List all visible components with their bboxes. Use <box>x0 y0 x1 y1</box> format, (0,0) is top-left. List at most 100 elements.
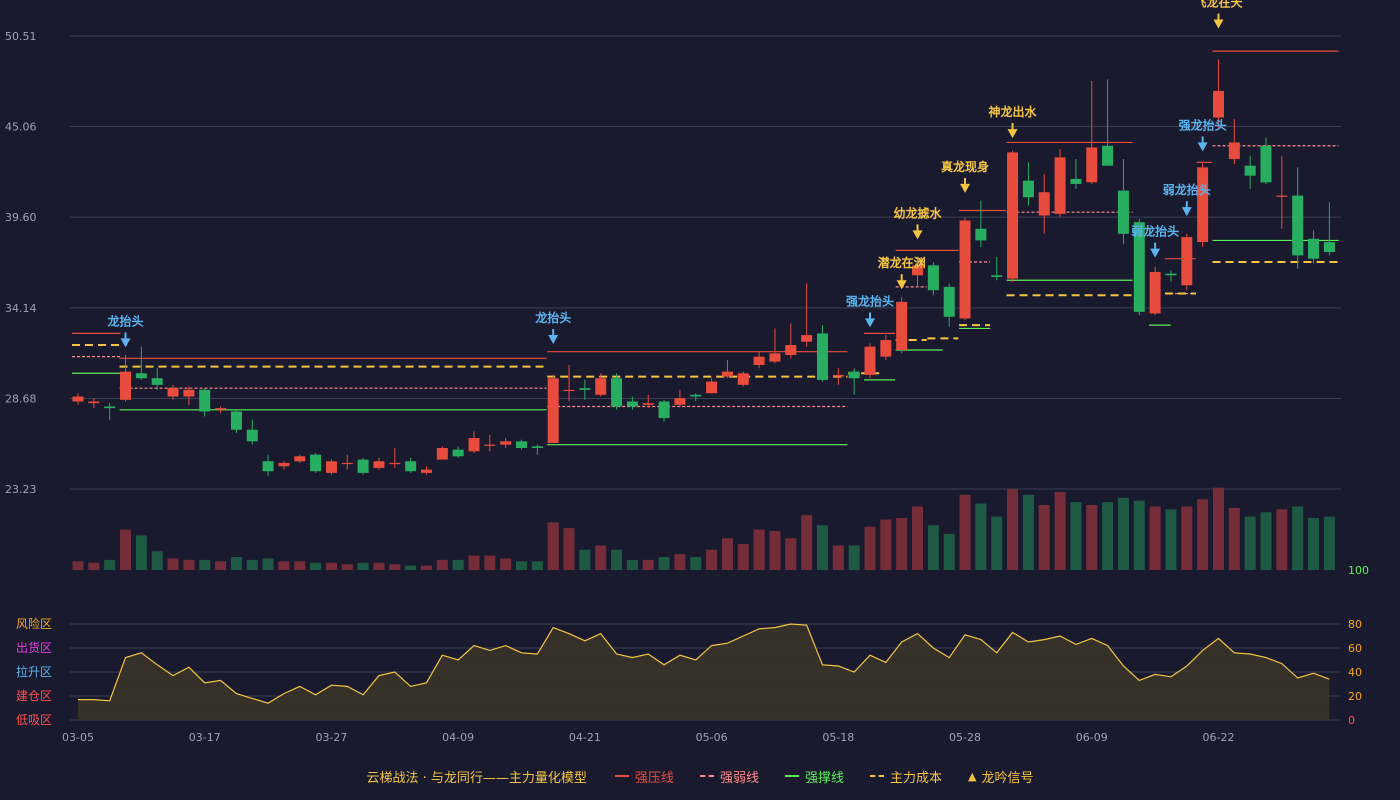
volume-bar <box>1197 499 1209 570</box>
candle-body <box>848 371 860 379</box>
signal-arrow-icon <box>1150 248 1161 258</box>
volume-bar <box>785 538 797 570</box>
candle-body <box>151 378 163 385</box>
oscillator-tick-label: 0 <box>1348 714 1355 727</box>
legend-label-strong-weak: 强弱线 <box>719 770 759 786</box>
candle-body <box>452 449 464 457</box>
volume-bar <box>88 562 100 570</box>
volume-bar <box>325 562 337 570</box>
candle-body <box>1070 178 1082 184</box>
candle-body <box>246 429 258 442</box>
legend-item-strong-support[interactable]: 强撑线 <box>784 767 844 786</box>
legend-item-signal[interactable]: ▲ 龙吟信号 <box>968 767 1033 786</box>
legend-label-strong-pressure: 强压线 <box>634 770 674 786</box>
chart-legend: 云梯战法 · 与龙同行——主力量化模型 强压线 强弱线 强撑线 主力成本 ▲ 龙… <box>0 766 1400 786</box>
candle-body <box>531 446 543 448</box>
volume-bar <box>120 529 132 570</box>
candle-body <box>959 220 971 319</box>
volume-bar <box>1212 487 1224 570</box>
volume-bar <box>262 558 274 570</box>
oscillator-zone-label: 低吸区 <box>16 713 52 727</box>
candle-body <box>1308 238 1320 259</box>
candle-body <box>1054 157 1066 214</box>
signal-label: 强龙抬头 <box>846 293 894 308</box>
volume-bar <box>943 533 955 570</box>
candle-body <box>88 401 100 404</box>
volume-bar <box>1038 505 1050 570</box>
candle-body <box>1197 167 1209 243</box>
signal-label: 幼龙摅水 <box>894 205 943 220</box>
candle-body <box>341 462 353 465</box>
signal-label: 真龙现身 <box>941 159 989 174</box>
candle-body <box>769 353 781 362</box>
volume-bar <box>183 559 195 570</box>
volume-bar <box>341 564 353 570</box>
volume-bar <box>230 557 242 570</box>
x-tick-label: 03-05 <box>62 731 94 744</box>
volume-bar <box>896 518 908 570</box>
signal-label: 弱龙抬头 <box>1131 224 1179 239</box>
price-tick-label: 45.06 <box>5 121 37 134</box>
candle-body <box>896 301 908 351</box>
volume-bar <box>1181 506 1193 570</box>
volume-bar <box>436 559 448 570</box>
oscillator-tick-label: 60 <box>1348 642 1362 655</box>
volume-bar <box>531 561 543 570</box>
candle-body <box>215 408 227 410</box>
candle-body <box>420 469 432 473</box>
signal-label: 潜龙在渊 <box>878 255 926 270</box>
volume-bar <box>310 562 322 570</box>
candle-body <box>690 394 702 397</box>
legend-item-strong-weak[interactable]: 强弱线 <box>699 767 759 786</box>
candle-body <box>104 406 116 409</box>
oscillator-zone-label: 拉升区 <box>16 664 52 679</box>
legend-label-strong-support: 强撑线 <box>804 770 844 786</box>
signal-label: 飞龙在天 <box>1194 0 1243 10</box>
candle-body <box>674 398 686 405</box>
x-tick-label: 05-06 <box>696 731 728 744</box>
volume-bar <box>690 557 702 570</box>
candle-body <box>1117 190 1129 234</box>
signal-arrow-icon <box>1197 142 1208 152</box>
x-tick-label: 04-21 <box>569 731 601 744</box>
oscillator-tick-label: 100 <box>1348 564 1369 577</box>
price-tick-label: 50.51 <box>5 30 37 43</box>
volume-bar <box>199 559 211 570</box>
candle-body <box>373 461 385 468</box>
volume-bar <box>1102 502 1114 570</box>
volume-bar <box>104 559 116 570</box>
legend-item-main-cost[interactable]: 主力成本 <box>869 767 942 786</box>
volume-bar <box>1165 509 1177 570</box>
dashed-red-line-icon <box>699 775 714 777</box>
volume-bar <box>1054 492 1066 570</box>
volume-bar <box>373 562 385 570</box>
x-tick-label: 05-18 <box>822 731 854 744</box>
volume-bar <box>642 559 654 570</box>
candle-body <box>943 286 955 317</box>
signal-arrow-icon <box>896 280 907 290</box>
volume-bar <box>420 565 432 570</box>
candle-body <box>753 356 765 365</box>
candle-body <box>737 373 749 385</box>
volume-bar <box>294 561 306 570</box>
volume-bar <box>1070 502 1082 570</box>
candle-body <box>1228 142 1240 160</box>
volume-bar <box>611 549 623 570</box>
candle-body <box>278 462 290 467</box>
candle-body <box>1133 222 1145 312</box>
candle-body <box>927 265 939 291</box>
candle-body <box>658 401 670 419</box>
candle-body <box>294 456 306 462</box>
volume-bar <box>674 554 686 570</box>
candle-body <box>183 389 195 397</box>
candle-body <box>167 388 179 397</box>
volume-bar <box>246 559 258 570</box>
signal-arrow-icon <box>960 183 971 193</box>
x-tick-label: 03-27 <box>315 731 347 744</box>
legend-title: 云梯战法 · 与龙同行——主力量化模型 <box>366 770 587 786</box>
legend-item-strong-pressure[interactable]: 强压线 <box>614 767 674 786</box>
volume-bar <box>880 519 892 570</box>
volume-bar <box>975 503 987 570</box>
candle-body <box>325 461 337 473</box>
volume-bar <box>1292 506 1304 570</box>
